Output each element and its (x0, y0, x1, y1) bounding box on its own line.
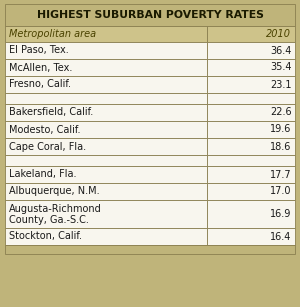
Bar (5, 183, 206, 200)
Bar (206, 76, 295, 93)
Bar (5, 59, 206, 76)
Bar (5, 4, 295, 26)
Text: 17.0: 17.0 (270, 186, 291, 196)
Bar (206, 121, 295, 138)
Text: 2010: 2010 (266, 29, 291, 39)
Bar (206, 155, 295, 166)
Bar (5, 155, 206, 166)
Text: Bakersfield, Calif.: Bakersfield, Calif. (9, 107, 93, 118)
Bar (206, 183, 295, 200)
Bar (206, 166, 295, 183)
Bar (206, 59, 295, 76)
Bar (5, 42, 206, 59)
Text: Fresno, Calif.: Fresno, Calif. (9, 80, 70, 90)
Bar (206, 104, 295, 121)
Text: El Paso, Tex.: El Paso, Tex. (9, 45, 68, 56)
Bar (5, 245, 295, 254)
Text: Lakeland, Fla.: Lakeland, Fla. (9, 169, 76, 180)
Text: Modesto, Calif.: Modesto, Calif. (9, 125, 80, 134)
Text: Stockton, Calif.: Stockton, Calif. (9, 231, 82, 242)
Bar (5, 121, 206, 138)
Bar (5, 104, 206, 121)
Text: McAllen, Tex.: McAllen, Tex. (9, 63, 72, 72)
Text: 18.6: 18.6 (270, 142, 291, 151)
Bar (5, 26, 206, 42)
Text: 22.6: 22.6 (270, 107, 291, 118)
Bar (5, 93, 206, 104)
Text: HIGHEST SUBURBAN POVERTY RATES: HIGHEST SUBURBAN POVERTY RATES (37, 10, 263, 20)
Bar (206, 26, 295, 42)
Bar (5, 200, 206, 228)
Bar (5, 76, 206, 93)
Text: Cape Coral, Fla.: Cape Coral, Fla. (9, 142, 86, 151)
Bar (5, 166, 206, 183)
Text: Augusta-Richmond: Augusta-Richmond (9, 204, 101, 214)
Bar (206, 200, 295, 228)
Bar (5, 138, 206, 155)
Bar (206, 93, 295, 104)
Text: 35.4: 35.4 (270, 63, 291, 72)
Text: 16.4: 16.4 (270, 231, 291, 242)
Text: 17.7: 17.7 (270, 169, 291, 180)
Bar (206, 228, 295, 245)
Bar (206, 42, 295, 59)
Text: Metropolitan area: Metropolitan area (9, 29, 96, 39)
Text: 19.6: 19.6 (270, 125, 291, 134)
Text: 23.1: 23.1 (270, 80, 291, 90)
Bar (5, 228, 206, 245)
Bar (206, 138, 295, 155)
Text: Albuquerque, N.M.: Albuquerque, N.M. (9, 186, 99, 196)
Text: 16.9: 16.9 (270, 209, 291, 219)
Text: 36.4: 36.4 (270, 45, 291, 56)
Text: County, Ga.-S.C.: County, Ga.-S.C. (9, 215, 88, 225)
